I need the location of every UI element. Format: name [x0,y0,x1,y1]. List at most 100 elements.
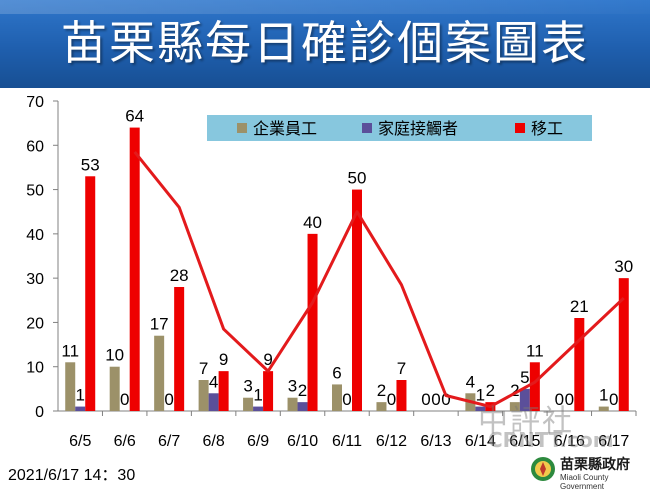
y-tick-label: 70 [26,94,44,111]
data-label: 0 [565,390,574,409]
data-label: 0 [609,390,618,409]
bar-1 [287,397,298,411]
bar-3 [85,176,96,411]
legend-swatch [515,123,525,133]
data-label: 1 [75,386,84,405]
x-tick-label: 6/14 [465,433,496,450]
data-label: 3 [288,377,297,396]
x-tick-label: 6/16 [554,433,585,450]
x-tick-label: 6/13 [420,433,451,450]
bar-3 [574,318,585,411]
bar-1 [109,366,120,411]
x-tick-label: 6/10 [287,433,318,450]
x-tick-label: 6/8 [202,433,224,450]
x-tick-label: 6/11 [332,433,362,450]
data-label: 50 [348,169,367,188]
timestamp: 2021/6/17 14：30 [8,467,136,484]
data-label: 64 [125,107,144,126]
y-tick-label: 0 [35,404,44,421]
data-label: 1 [476,386,485,405]
bar-3 [618,278,629,411]
legend-label: 家庭接觸者 [378,119,458,138]
data-label: 4 [209,372,218,391]
x-tick-label: 6/15 [509,433,540,450]
watermark-url: CRNTT.com [488,428,614,452]
data-label: 3 [243,377,252,396]
legend-swatch [237,123,247,133]
y-tick-label: 20 [26,315,44,332]
data-label: 7 [397,359,406,378]
bar-1 [243,397,254,411]
legend-box [207,115,592,141]
data-label: 17 [150,315,169,334]
trend-line [133,150,625,409]
x-tick-label: 6/7 [158,433,180,450]
legend-label: 企業員工 [253,119,317,138]
data-label: 1 [599,386,608,405]
data-label: 5 [520,368,529,387]
data-label: 1 [253,386,262,405]
x-tick-label: 6/5 [69,433,91,450]
government-name-en: Miaoli County Government [560,473,609,491]
data-label: 7 [199,359,208,378]
bar-3 [174,287,185,411]
data-label: 4 [466,372,475,391]
bar-1 [198,380,209,411]
bar-3 [352,189,362,411]
x-tick-label: 6/12 [376,433,407,450]
bar-1 [598,406,609,411]
x-tick-label: 6/9 [247,433,269,450]
data-label: 0 [431,390,440,409]
data-label: 9 [219,350,228,369]
bar-1 [376,402,387,411]
data-label: 0 [164,390,173,409]
data-label: 0 [120,390,129,409]
bar-1 [509,402,520,411]
data-label: 40 [303,213,322,232]
banner-highlight [0,0,650,14]
county-seal-icon [531,457,555,481]
bar-2 [519,388,530,411]
bar-1 [65,362,76,411]
y-tick-label: 50 [26,183,44,200]
title-banner: 苗栗縣每日確診個案圖表 [0,0,650,88]
bar-3 [218,371,229,411]
data-label: 0 [421,390,430,409]
legend: 企業員工 家庭接觸者 移工 [207,115,592,141]
watermark: 中評社 [478,404,574,439]
data-label: 11 [61,341,79,360]
y-tick-label: 10 [26,360,44,377]
data-label: 21 [570,297,589,316]
legend-label: 移工 [531,119,563,138]
data-label: 0 [441,390,450,409]
data-label: 2 [377,381,386,400]
bar-2 [208,393,219,411]
y-tick-label: 40 [26,227,44,244]
legend-swatch [362,123,372,133]
x-tick-label: 6/6 [114,433,136,450]
bar-3 [263,371,274,411]
government-name: 苗栗縣政府 [560,457,630,473]
y-tick-label: 60 [26,138,44,155]
bar-2 [475,406,486,411]
data-label: 2 [298,381,307,400]
y-tick-label: 30 [26,271,44,288]
bar-3 [307,233,318,411]
bar-3 [396,380,407,411]
data-label: 9 [263,350,272,369]
data-label: 28 [170,266,189,285]
data-label: 30 [614,257,633,276]
data-label: 6 [332,363,341,382]
bar-2 [297,402,308,411]
data-label: 11 [526,341,544,360]
bar-3 [529,362,540,411]
page-title: 苗栗縣每日確診個案圖表 [61,16,589,70]
x-tick-label: 6/17 [598,433,629,450]
data-label: 2 [510,381,519,400]
data-label: 10 [105,346,124,365]
bar-1 [332,384,342,411]
bar-3 [129,127,140,412]
data-label: 53 [81,155,100,174]
data-label: 0 [387,390,396,409]
